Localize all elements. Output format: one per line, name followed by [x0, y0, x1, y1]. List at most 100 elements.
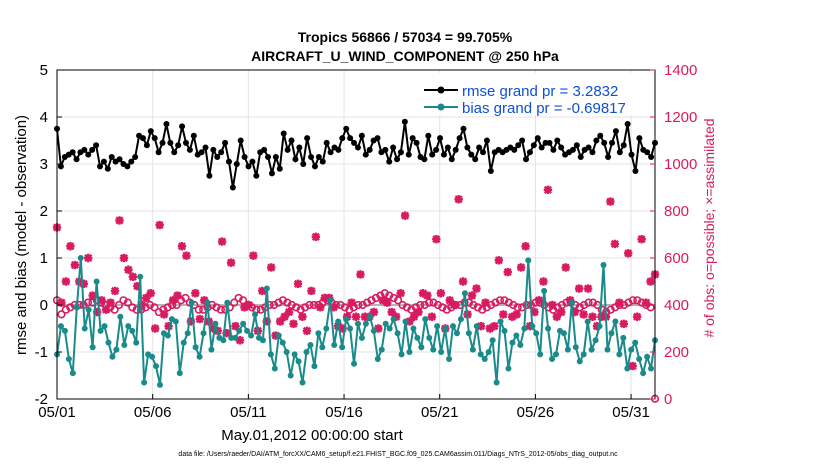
obs-markers	[52, 185, 660, 403]
bias-point	[141, 379, 148, 386]
obs-assimilated-marker	[641, 298, 651, 307]
rmse-point	[421, 156, 428, 163]
bias-point	[560, 330, 567, 337]
obs-assimilated-marker	[423, 291, 432, 300]
bias-point	[279, 339, 286, 346]
obs-assimilated-marker	[61, 277, 71, 286]
bias-point	[465, 330, 472, 337]
bias-point	[73, 304, 80, 311]
bias-point	[509, 339, 516, 346]
rmse-point	[132, 153, 139, 160]
obs-assimilated-marker	[146, 289, 155, 298]
rmse-point	[151, 135, 158, 142]
obs-assimilated-marker	[307, 286, 316, 296]
bias-point	[628, 346, 635, 353]
obs-assimilated-marker	[383, 298, 392, 307]
rmse-point	[476, 144, 483, 151]
rmse-point	[347, 135, 354, 142]
rmse-point	[452, 146, 459, 153]
bias-point	[640, 370, 647, 377]
bias-point	[117, 313, 124, 320]
bias-point	[295, 358, 302, 365]
rmse-point	[222, 139, 229, 146]
obs-assimilated-marker	[516, 263, 526, 272]
obs-assimilated-marker	[217, 237, 227, 246]
bias-point	[438, 349, 445, 355]
rmse-point	[315, 153, 322, 160]
bias-point	[61, 327, 68, 334]
rmse-point	[319, 158, 326, 165]
obs-assimilated-marker	[97, 296, 106, 305]
rmse-point	[429, 151, 436, 158]
bias-point	[97, 327, 104, 334]
bias-point	[236, 327, 243, 334]
rmse-point	[632, 168, 639, 175]
rmse-point	[472, 156, 479, 163]
rmse-point	[308, 153, 315, 160]
bias-point	[485, 349, 492, 355]
obs-assimilated-marker	[128, 272, 138, 281]
obs-assimilated-marker	[557, 307, 566, 317]
obs-assimilated-marker	[646, 277, 655, 286]
obs-assimilated-marker	[101, 305, 111, 314]
rmse-point	[523, 156, 530, 163]
rmse-point	[597, 132, 604, 139]
rmse-point	[526, 149, 533, 156]
rmse-point	[573, 142, 580, 149]
obs-possible-marker	[451, 300, 460, 310]
rmse-point	[440, 151, 447, 158]
bias-point	[275, 332, 282, 339]
rmse-point	[182, 139, 189, 146]
obs-possible-marker	[238, 296, 248, 305]
obs-assimilated-marker	[289, 319, 298, 328]
rmse-point	[311, 163, 318, 170]
bias-point	[109, 353, 116, 360]
bias-point	[513, 332, 520, 339]
bias-point	[624, 365, 631, 372]
obs-assimilated-marker	[521, 242, 530, 251]
obs-possible-marker	[150, 303, 159, 312]
obs-assimilated-marker	[561, 263, 570, 272]
y-tick-label: 4	[40, 109, 48, 126]
bias-point	[537, 351, 544, 358]
legend-rmse-label: rmse grand pr = 3.2832	[462, 83, 618, 100]
rmse-point	[171, 149, 178, 156]
obs-assimilated-marker	[110, 286, 120, 296]
rmse-point	[69, 149, 76, 156]
bias-point	[644, 353, 651, 360]
obs-assimilated-marker	[311, 232, 321, 242]
obs-assimilated-marker	[432, 235, 441, 244]
obs-assimilated-marker	[539, 277, 548, 286]
rmse-point	[335, 146, 342, 153]
obs-assimilated-marker	[615, 298, 624, 307]
bias-point	[394, 330, 401, 337]
obs-assimilated-marker	[606, 197, 615, 206]
obs-possible-marker	[584, 298, 593, 307]
obs-assimilated-marker	[454, 195, 463, 204]
obs-assimilated-marker	[159, 310, 169, 319]
bias-point	[580, 351, 587, 358]
bias-point	[153, 363, 160, 370]
bias-point	[354, 320, 361, 327]
bias-point	[248, 332, 255, 339]
obs-possible-marker	[123, 298, 132, 307]
rmse-point	[108, 153, 115, 160]
x-tick-label: 05/11	[230, 404, 266, 421]
obs-assimilated-marker	[436, 289, 445, 298]
obs-assimilated-marker	[552, 312, 562, 321]
obs-assimilated-marker	[481, 298, 490, 307]
rmse-point	[483, 137, 490, 144]
bias-point	[457, 316, 464, 323]
rmse-point	[210, 146, 217, 153]
obs-assimilated-marker	[208, 324, 218, 333]
bias-point	[382, 320, 389, 327]
obs-assimilated-marker	[177, 242, 187, 251]
x-tick-label: 05/31	[612, 404, 650, 421]
bias-point	[156, 381, 163, 388]
obs-possible-marker	[132, 305, 141, 314]
bias-point	[422, 316, 429, 323]
rmse-point	[163, 121, 170, 128]
rmse-point	[339, 135, 346, 142]
rmse-point	[104, 165, 111, 172]
obs-assimilated-marker	[628, 361, 637, 371]
